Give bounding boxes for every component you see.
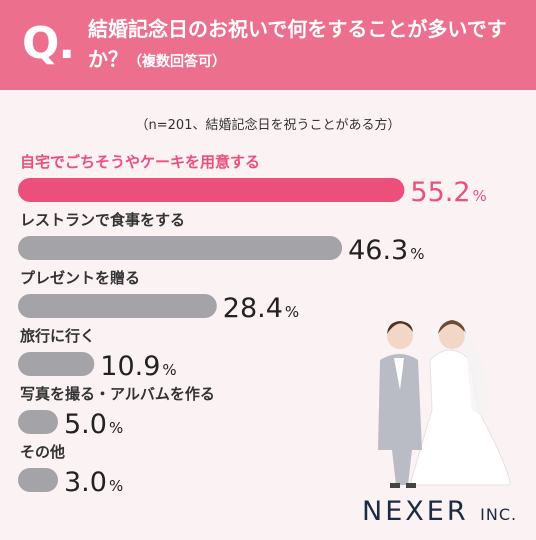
bar [18,410,58,434]
question-main: 結婚記念日のお祝いで何をすることが多いですか？ [88,17,507,71]
logo-name: NEXER [362,496,469,527]
category-label: 自宅でごちそうやケーキを用意する [20,153,260,171]
bar [18,294,217,318]
company-logo: NEXER INC. [362,496,517,527]
question-text: 結婚記念日のお祝いで何をすることが多いですか？（複数回答可） [88,14,528,77]
bar [18,236,343,260]
bar [18,352,95,376]
bar [18,468,58,492]
bar [18,178,405,202]
category-label: その他 [20,443,65,461]
question-suffix: （複数回答可） [128,54,226,70]
question-mark: Q. [22,18,75,69]
sample-note: （n=201、結婚記念日を祝うことがある方） [135,118,401,133]
category-label: レストランで食事をする [20,211,185,229]
value-label: 5.0% [64,409,123,440]
category-label: 写真を撮る・アルバムを作る [20,385,215,403]
category-label: 旅行に行く [20,327,95,345]
header: Q. 結婚記念日のお祝いで何をすることが多いですか？（複数回答可） [0,0,536,90]
logo-suffix: INC. [480,505,518,524]
value-label: 3.0% [64,467,123,498]
value-label: 10.9% [100,351,176,382]
wedding-couple-illustration [378,320,511,488]
value-label: 46.3% [348,235,424,266]
value-label: 55.2% [410,177,486,208]
value-label: 28.4% [223,293,299,324]
category-label: プレゼントを贈る [20,269,140,287]
